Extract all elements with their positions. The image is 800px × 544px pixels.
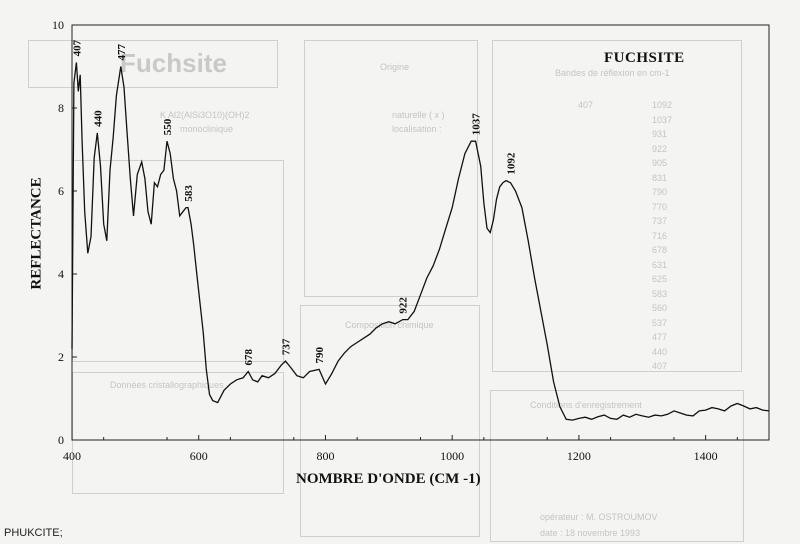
ghost-origin-natural: naturelle ( x ): [392, 110, 445, 120]
ghost-band-header: Bandes de réflexion en cm-1: [555, 68, 670, 78]
ghost-band-value: 678: [652, 245, 668, 255]
ghost-band-value: 716: [652, 230, 668, 241]
peak-label: 407: [71, 39, 83, 56]
y-tick-label: 6: [58, 184, 64, 198]
ghost-band-value: 560: [652, 303, 668, 313]
ghost-band-value: 1037: [652, 114, 673, 125]
x-tick-label: 600: [190, 449, 208, 463]
x-tick-label: 800: [316, 449, 334, 463]
ghost-origin: Origine: [380, 62, 410, 72]
ghost-conditions-box: [490, 390, 744, 542]
ghost-band-value: 905: [652, 158, 668, 168]
ghost-date: date : 18 novembre 1993: [540, 528, 641, 538]
ghost-band-value: 537: [652, 317, 668, 328]
ghost-band-col2: 407: [578, 100, 594, 110]
ghost-band-value: 931: [652, 129, 668, 139]
ghost-band-value: 922: [652, 143, 668, 154]
peak-label: 790: [314, 346, 326, 363]
ghost-composition: Composition chimique: [345, 320, 434, 330]
ghost-formula: K Al2(AlSi3O10)(OH)2: [160, 110, 250, 120]
y-axis-label: REFLECTANCE: [28, 177, 45, 290]
ghost-system: monoclinique: [180, 124, 234, 134]
y-tick-label: 8: [58, 101, 64, 115]
ghost-band-value: 770: [652, 201, 668, 212]
ghost-band-value: 625: [652, 274, 668, 284]
ghost-band-value: 831: [652, 172, 668, 183]
ghost-band-value: 1092: [652, 100, 673, 110]
ghost-band-value: 477: [652, 332, 668, 342]
ghost-composition-box: [300, 305, 480, 537]
peak-labels: 407 440 477 550 583 678 737 790 922 1037 1092: [71, 39, 517, 365]
ghost-conditions: Conditions d'enregistrement: [530, 400, 642, 410]
peak-label: 922: [398, 297, 410, 314]
x-tick-label: 1000: [440, 449, 464, 463]
y-tick-label: 2: [58, 350, 64, 364]
chart-title: FUCHSITE: [604, 50, 685, 66]
y-tick-label: 10: [52, 18, 64, 32]
ghost-bands-box: [492, 40, 742, 372]
x-tick-label: 1400: [694, 449, 718, 463]
caption: PHUKCITE;: [4, 527, 63, 539]
reflectance-curve: [71, 62, 770, 421]
x-tick-label: 400: [63, 449, 81, 463]
ghost-band-value: 440: [652, 346, 668, 357]
peak-label: 1092: [505, 152, 517, 175]
ghost-band-value: 583: [652, 288, 668, 299]
y-tick-label: 0: [58, 433, 64, 447]
peak-label: 477: [116, 43, 128, 60]
ghost-origin-box: [304, 40, 478, 297]
peak-label: 440: [92, 110, 104, 127]
ghost-title: Fuchsite: [120, 48, 227, 78]
ghost-title-box: [28, 40, 278, 88]
axis-ticks: 400 600 800 1000 1200 1400 0 2 4 6 8 10: [52, 18, 738, 463]
ghost-band-value: 631: [652, 259, 668, 270]
plot-frame: [71, 24, 770, 441]
ghost-origin-locality: localisation :: [392, 124, 442, 134]
peak-label: 678: [243, 349, 255, 366]
x-tick-label: 1200: [567, 449, 591, 463]
peak-label: 583: [183, 185, 195, 202]
ghost-band-value: 790: [652, 187, 668, 197]
ghost-band-value: 407: [652, 361, 668, 371]
peak-label: 737: [281, 338, 293, 355]
x-axis-label: NOMBRE D'ONDE (CM -1): [296, 471, 481, 487]
y-tick-label: 4: [58, 267, 64, 281]
ghost-operator: opérateur : M. OSTROUMOV: [540, 512, 658, 522]
peak-label: 550: [162, 118, 174, 135]
peak-label: 1037: [471, 113, 483, 136]
ghost-band-value: 737: [652, 216, 668, 226]
ghost-crystallo: Données cristallographiques: [110, 380, 224, 390]
